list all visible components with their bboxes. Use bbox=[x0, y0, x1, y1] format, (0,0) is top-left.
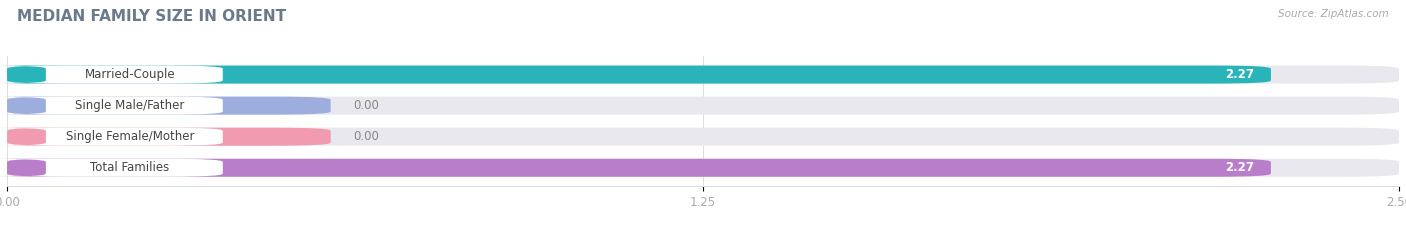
FancyBboxPatch shape bbox=[0, 159, 63, 177]
FancyBboxPatch shape bbox=[7, 128, 1399, 146]
Text: MEDIAN FAMILY SIZE IN ORIENT: MEDIAN FAMILY SIZE IN ORIENT bbox=[17, 9, 285, 24]
Text: Single Female/Mother: Single Female/Mother bbox=[66, 130, 194, 143]
FancyBboxPatch shape bbox=[7, 65, 1399, 84]
Text: Married-Couple: Married-Couple bbox=[84, 68, 176, 81]
FancyBboxPatch shape bbox=[0, 97, 63, 115]
Text: Source: ZipAtlas.com: Source: ZipAtlas.com bbox=[1278, 9, 1389, 19]
FancyBboxPatch shape bbox=[7, 128, 330, 146]
Text: 2.27: 2.27 bbox=[1225, 68, 1254, 81]
FancyBboxPatch shape bbox=[7, 97, 222, 115]
FancyBboxPatch shape bbox=[7, 159, 1399, 177]
FancyBboxPatch shape bbox=[7, 159, 222, 177]
FancyBboxPatch shape bbox=[0, 128, 63, 146]
FancyBboxPatch shape bbox=[7, 65, 222, 84]
Text: 0.00: 0.00 bbox=[353, 130, 378, 143]
FancyBboxPatch shape bbox=[7, 65, 1271, 84]
FancyBboxPatch shape bbox=[0, 65, 63, 84]
FancyBboxPatch shape bbox=[7, 159, 1271, 177]
FancyBboxPatch shape bbox=[7, 97, 1399, 115]
FancyBboxPatch shape bbox=[7, 128, 222, 146]
FancyBboxPatch shape bbox=[7, 97, 330, 115]
Text: 0.00: 0.00 bbox=[353, 99, 378, 112]
Text: 2.27: 2.27 bbox=[1225, 161, 1254, 174]
Text: Single Male/Father: Single Male/Father bbox=[76, 99, 184, 112]
Text: Total Families: Total Families bbox=[90, 161, 170, 174]
